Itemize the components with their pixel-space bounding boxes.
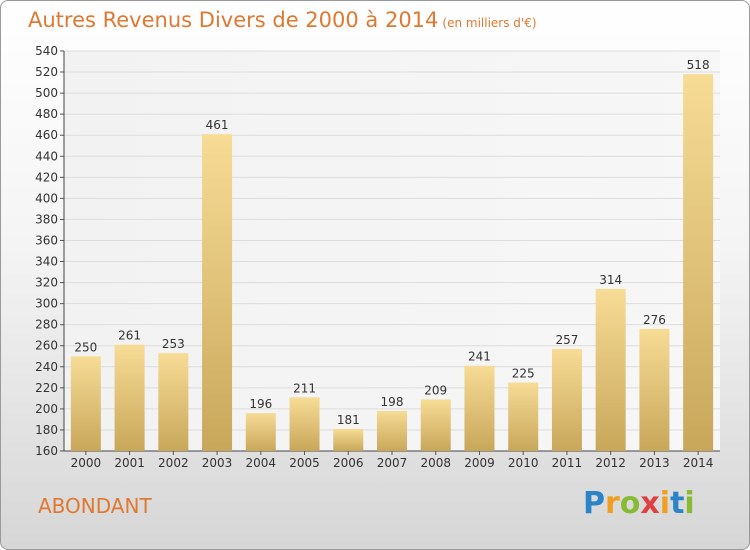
logo-letter: i	[684, 486, 695, 521]
y-tick-label: 360	[35, 233, 58, 247]
bar	[508, 382, 539, 451]
y-tick-label: 260	[35, 339, 58, 353]
logo-letter: x	[640, 486, 660, 521]
proxiti-logo: Proxiti	[583, 486, 695, 521]
y-tick-label: 200	[35, 402, 58, 416]
bar-value-label: 241	[468, 350, 491, 364]
y-tick-label: 180	[35, 423, 58, 437]
bar	[202, 134, 233, 451]
x-tick-label: 2002	[158, 456, 189, 470]
bar	[464, 365, 495, 451]
subtitle-text: (en milliers d'€)	[442, 16, 537, 30]
y-tick-label: 400	[35, 191, 58, 205]
x-tick-label: 2004	[246, 456, 277, 470]
y-tick-label: 440	[35, 149, 58, 163]
y-tick-label: 280	[35, 318, 58, 332]
bar	[333, 428, 364, 451]
bar-value-label: 211	[293, 381, 316, 395]
bar	[551, 348, 582, 451]
x-tick-label: 2006	[333, 456, 364, 470]
bar-value-label: 253	[162, 337, 185, 351]
logo-letter: i	[659, 486, 671, 521]
logo-letter: t	[670, 486, 685, 521]
bar-value-label: 225	[512, 367, 535, 381]
title-text: Autres Revenus Divers de 2000 à 2014	[28, 8, 439, 32]
bar	[420, 399, 451, 451]
x-tick-label: 2005	[289, 456, 320, 470]
bar-value-label: 461	[206, 118, 229, 132]
y-tick-label: 300	[35, 297, 58, 311]
logo-letter: r	[605, 486, 620, 521]
bar-value-label: 257	[555, 333, 578, 347]
x-tick-label: 2009	[464, 456, 495, 470]
bar-value-label: 181	[337, 413, 360, 427]
x-tick-label: 2000	[71, 456, 102, 470]
x-tick-label: 2003	[202, 456, 233, 470]
chart-title: Autres Revenus Divers de 2000 à 2014 (en …	[28, 8, 537, 32]
x-tick-label: 2008	[420, 456, 451, 470]
y-tick-label: 460	[35, 128, 58, 142]
bar-value-label: 314	[599, 273, 622, 287]
y-tick-label: 420	[35, 170, 58, 184]
bar-value-label: 209	[424, 383, 447, 397]
y-tick-label: 540	[35, 44, 58, 58]
x-tick-label: 2001	[114, 456, 145, 470]
x-tick-label: 2012	[595, 456, 626, 470]
bar	[595, 288, 626, 451]
bar	[683, 74, 714, 451]
bar-value-label: 196	[249, 397, 272, 411]
x-tick-label: 2013	[639, 456, 670, 470]
bar	[245, 413, 276, 451]
y-tick-label: 480	[35, 107, 58, 121]
y-tick-label: 320	[35, 276, 58, 290]
commune-name: ABONDANT	[38, 494, 152, 518]
bar	[158, 353, 189, 451]
bar	[70, 356, 101, 451]
y-tick-label: 380	[35, 212, 58, 226]
bar	[639, 328, 670, 451]
bar-value-label: 518	[687, 58, 710, 72]
x-tick-label: 2014	[683, 456, 714, 470]
y-tick-label: 500	[35, 86, 58, 100]
x-tick-label: 2011	[552, 456, 583, 470]
logo-letter: o	[619, 486, 641, 521]
bar	[377, 411, 407, 451]
y-tick-label: 520	[35, 65, 58, 79]
x-tick-label: 2007	[377, 456, 408, 470]
bar-value-label: 250	[74, 340, 97, 354]
y-tick-label: 240	[35, 360, 58, 374]
bar	[114, 344, 145, 451]
bar-value-label: 261	[118, 329, 141, 343]
logo-letter: P	[583, 486, 605, 521]
y-tick-label: 160	[35, 444, 58, 458]
y-tick-label: 340	[35, 255, 58, 269]
bar	[289, 397, 320, 451]
bar-value-label: 198	[381, 395, 404, 409]
bar-value-label: 276	[643, 313, 666, 327]
y-tick-label: 220	[35, 381, 58, 395]
x-tick-label: 2010	[508, 456, 539, 470]
